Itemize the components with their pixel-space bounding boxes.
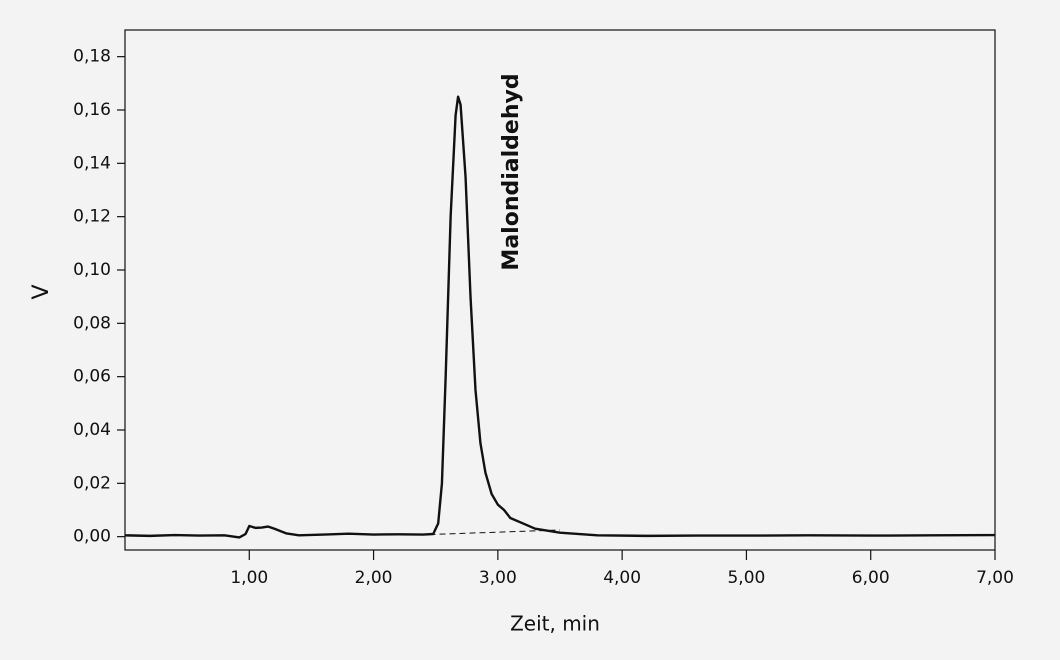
x-tick-label: 1,00 — [230, 568, 268, 588]
y-tick-label: 0,00 — [73, 527, 111, 547]
x-tick-label: 6,00 — [852, 568, 890, 588]
y-tick-label: 0,08 — [73, 313, 111, 333]
x-tick-label: 5,00 — [727, 568, 765, 588]
x-tick-label: 7,00 — [976, 568, 1014, 588]
x-tick-label: 3,00 — [479, 568, 517, 588]
y-tick-label: 0,14 — [73, 153, 111, 173]
y-tick-label: 0,16 — [73, 100, 111, 120]
y-axis-label: V — [29, 284, 54, 299]
baseline-line — [429, 529, 561, 536]
plot-frame — [124, 29, 996, 551]
y-tick-label: 0,04 — [73, 420, 111, 440]
peak-annotation: Malondialdehyd — [499, 73, 524, 270]
y-tick-label: 0,02 — [73, 473, 111, 493]
x-tick-label: 2,00 — [355, 568, 393, 588]
x-axis-label: Zeit, min — [510, 612, 600, 636]
y-tick-label: 0,06 — [73, 367, 111, 387]
y-tick-label: 0,10 — [73, 260, 111, 280]
y-tick-label: 0,12 — [73, 207, 111, 227]
y-tick-label: 0,18 — [73, 47, 111, 67]
signal-line — [124, 95, 996, 539]
x-tick-label: 4,00 — [603, 568, 641, 588]
